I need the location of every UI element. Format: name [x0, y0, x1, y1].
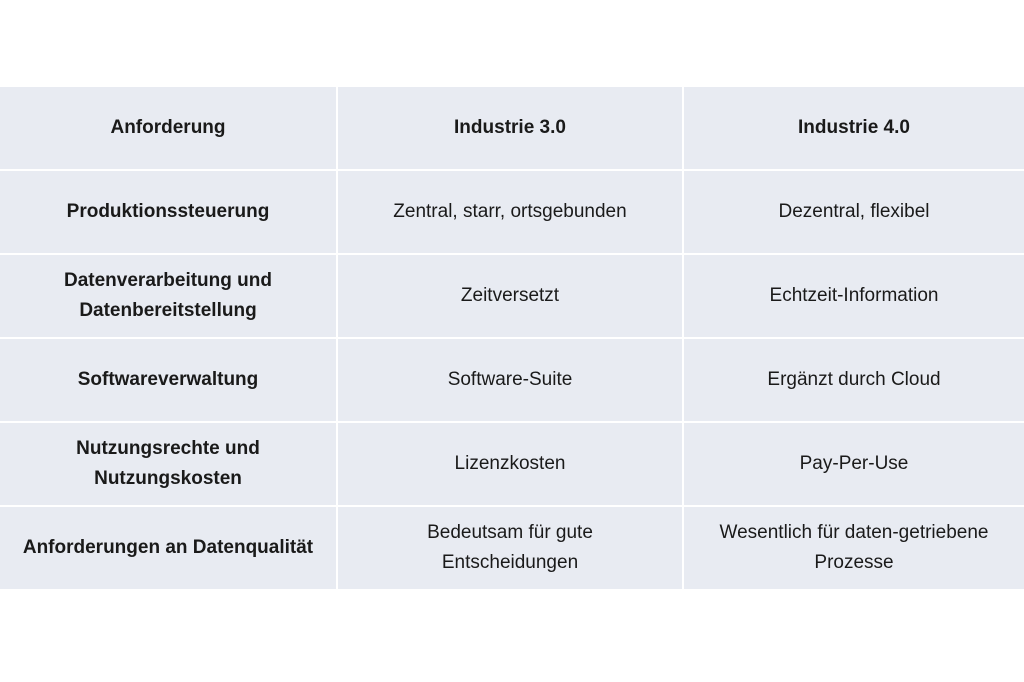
table-row: Nutzungsrechte und Nutzungskosten Lizenz… [0, 423, 1024, 505]
comparison-table: Anforderung Industrie 3.0 Industrie 4.0 … [0, 87, 1024, 591]
table-row: Produktionssteuerung Zentral, starr, ort… [0, 171, 1024, 253]
header-industrie-4: Industrie 4.0 [684, 87, 1024, 169]
table-row: Softwareverwaltung Software-Suite Ergänz… [0, 339, 1024, 421]
cell-industrie-4: Pay-Per-Use [684, 423, 1024, 505]
cell-industrie-3: Bedeutsam für gute Entscheidungen [338, 507, 682, 589]
row-label: Nutzungsrechte und Nutzungskosten [0, 423, 336, 505]
table-header: Anforderung Industrie 3.0 Industrie 4.0 [0, 87, 1024, 169]
row-label: Datenverarbeitung und Datenbereitstellun… [0, 255, 336, 337]
cell-industrie-3: Software-Suite [338, 339, 682, 421]
row-label: Softwareverwaltung [0, 339, 336, 421]
cell-industrie-4: Wesentlich für daten-getriebene Prozesse [684, 507, 1024, 589]
row-label: Anforderungen an Datenqualität [0, 507, 336, 589]
cell-industrie-3: Zentral, starr, ortsgebunden [338, 171, 682, 253]
cell-industrie-4: Ergänzt durch Cloud [684, 339, 1024, 421]
cell-industrie-4: Dezentral, flexibel [684, 171, 1024, 253]
cell-industrie-3: Zeitversetzt [338, 255, 682, 337]
header-anforderung: Anforderung [0, 87, 336, 169]
table-row: Datenverarbeitung und Datenbereitstellun… [0, 255, 1024, 337]
row-label: Produktionssteuerung [0, 171, 336, 253]
cell-industrie-4: Echtzeit-Information [684, 255, 1024, 337]
table-row: Anforderungen an Datenqualität Bedeutsam… [0, 507, 1024, 589]
header-industrie-3: Industrie 3.0 [338, 87, 682, 169]
cell-industrie-3: Lizenzkosten [338, 423, 682, 505]
